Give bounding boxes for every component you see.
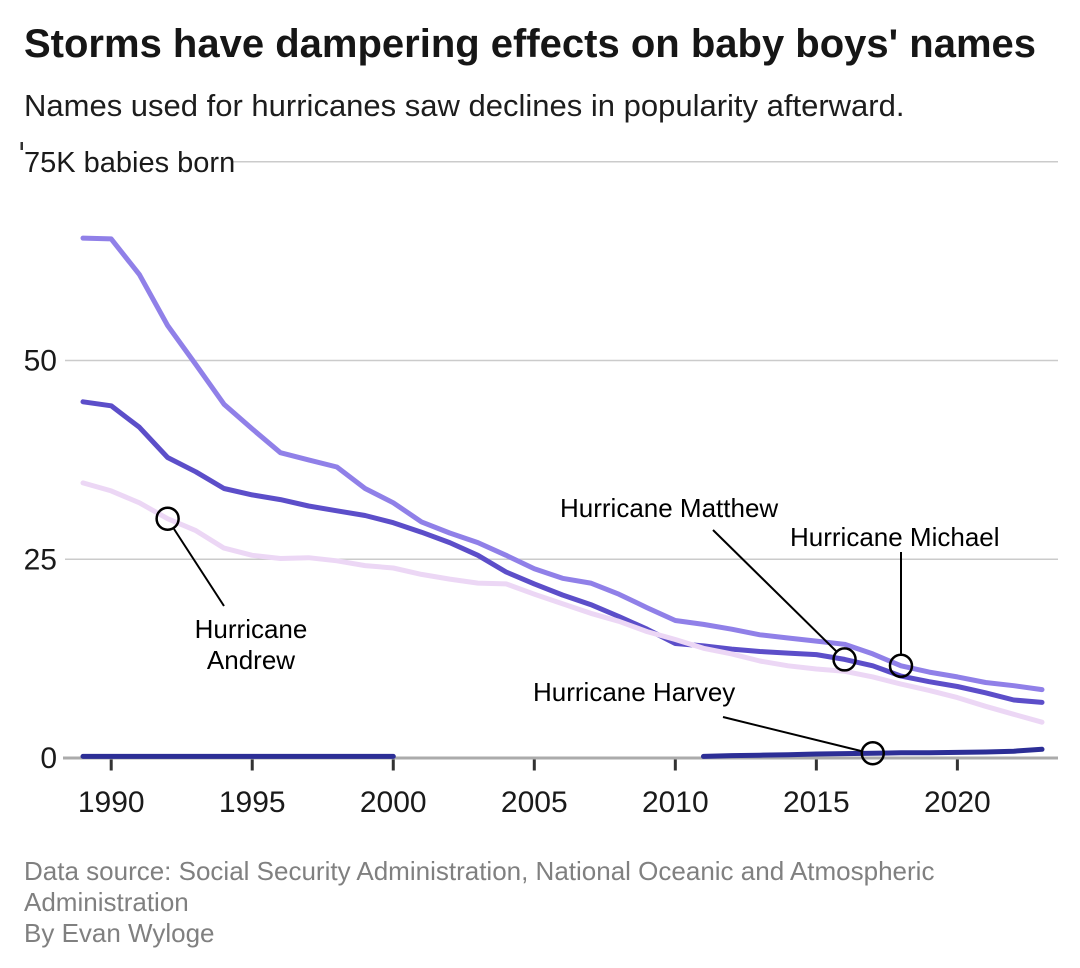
x-tick-label-1995: 1995 [219,786,286,819]
annotation-marker-michael [888,653,914,679]
y-tick-label-25: 25 [24,543,57,576]
y-axis-top-label: 75K babies born [24,147,235,179]
annotation-label-andrew: Hurricane [195,614,308,644]
x-tick-label-2000: 2000 [360,786,427,819]
annotation-label-andrew: Andrew [207,645,295,675]
chart-footer: Data source: Social Security Administrat… [24,856,964,949]
x-tick-2015 [814,759,818,771]
series-line-michael [80,235,1045,693]
series-line-matthew [80,399,1045,705]
annotation-marker-harvey [860,740,886,766]
y-axis-top-tick [20,142,23,150]
x-tick-1990 [109,759,113,771]
annotation-label-matthew: Hurricane Matthew [560,493,778,523]
annotation-leader-matthew [712,529,837,652]
series-line-harvey [80,746,1045,759]
x-tick-label-2015: 2015 [783,786,850,819]
annotation-label-harvey: Hurricane Harvey [533,677,735,707]
x-tick-label-2005: 2005 [501,786,568,819]
annotation-leader-andrew [173,528,225,607]
annotation-leader-harvey [722,716,862,752]
chart-subtitle: Names used for hurricanes saw declines i… [24,88,905,123]
x-tick-label-1990: 1990 [78,786,145,819]
x-tick-label-2020: 2020 [924,786,991,819]
x-tick-2005 [532,759,536,771]
annotation-label-michael: Hurricane Michael [790,522,1000,552]
annotation-marker-andrew [155,506,180,531]
series-line-andrew [80,480,1045,725]
x-tick-2000 [391,759,395,771]
byline: By Evan Wyloge [24,918,215,948]
annotation-marker-matthew [832,647,857,672]
x-tick-1995 [250,759,254,771]
data-source-note: Data source: Social Security Administrat… [24,856,935,917]
y-tick-label-0: 0 [40,742,57,775]
x-tick-2020 [955,759,959,771]
x-tick-2010 [673,759,677,771]
chart-title: Storms have dampering effects on baby bo… [24,22,1037,66]
y-tick-label-50: 50 [24,345,57,378]
x-tick-label-2010: 2010 [642,786,709,819]
